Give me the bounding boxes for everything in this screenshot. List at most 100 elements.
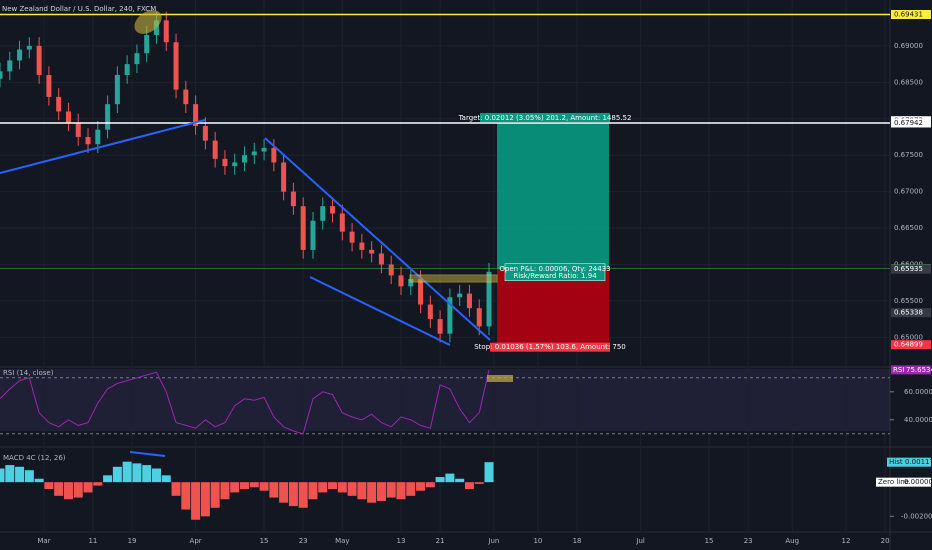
- target-box: [480, 112, 610, 122]
- price-label-box: [891, 340, 931, 350]
- plot: [0, 0, 890, 532]
- histogram-bar: [112, 466, 122, 483]
- candle-body: [173, 42, 179, 90]
- histogram-bar: [34, 478, 44, 483]
- x-tick-label: Jun: [487, 537, 499, 545]
- highlight-box: [487, 375, 513, 382]
- price-label-box: [891, 118, 931, 128]
- histogram-bar: [181, 482, 191, 510]
- zero-label: Zero line: [878, 478, 909, 486]
- histogram-bar: [474, 482, 484, 484]
- zero-label-box: [876, 477, 931, 487]
- histogram-bar: [347, 482, 357, 496]
- histogram-bar: [259, 482, 269, 491]
- candle-body: [232, 162, 238, 167]
- target-zone: [497, 122, 609, 269]
- histogram-bar: [230, 482, 240, 493]
- candle-body: [466, 293, 472, 309]
- x-tick-label: Apr: [190, 537, 202, 545]
- candle-body: [261, 147, 267, 152]
- candle-body: [144, 34, 150, 54]
- y-tick-label: 0.67500: [894, 151, 923, 159]
- histogram-bar: [357, 482, 367, 500]
- histogram-bar: [73, 482, 83, 498]
- candle-body: [271, 147, 277, 163]
- price-label: 0.67942: [894, 119, 923, 127]
- x-tick-label: 15: [705, 537, 714, 545]
- y-tick-label: 60.0000: [904, 388, 932, 396]
- stop-zone: [497, 268, 609, 345]
- hist-label-box: [887, 457, 931, 467]
- candle-body: [17, 49, 23, 61]
- price-label-box: [891, 264, 931, 274]
- trend-line: [129, 451, 166, 457]
- histogram-bar: [425, 482, 435, 488]
- price-label: 0.64899: [894, 341, 923, 349]
- y-tick-label: 0.69000: [894, 42, 923, 50]
- rsi-title: RSI (14, close): [3, 369, 54, 377]
- highlight-ellipse: [134, 10, 162, 34]
- candle-body: [437, 319, 443, 334]
- candle-body: [427, 304, 433, 320]
- candle-body: [212, 140, 218, 159]
- histogram-bar: [308, 482, 318, 500]
- candle-body: [330, 206, 336, 214]
- price-label-box: [891, 9, 931, 19]
- candle-body: [398, 275, 404, 287]
- candle-body: [46, 75, 52, 97]
- histogram-bar: [44, 482, 54, 489]
- y-tick-label: -0.00200: [901, 512, 932, 520]
- histogram-bar: [298, 482, 308, 508]
- histogram-bar: [83, 482, 93, 493]
- x-tick-label: May: [335, 537, 349, 545]
- candle-body: [388, 264, 394, 276]
- candle-body: [310, 220, 316, 250]
- hist-label: Hist: [889, 458, 903, 466]
- candle-body: [124, 64, 130, 76]
- rsi-band: [0, 369, 890, 431]
- histogram-bar: [445, 473, 455, 483]
- histogram-bar: [15, 466, 25, 483]
- candle-body: [7, 60, 13, 72]
- price-label: 0.69431: [894, 10, 923, 18]
- histogram-bar: [191, 482, 201, 520]
- histogram-bar: [240, 482, 250, 489]
- histogram-bar: [161, 475, 171, 483]
- histogram-bar: [455, 478, 465, 483]
- y-tick-label: 0.67000: [894, 188, 923, 196]
- histogram-bar: [132, 463, 142, 483]
- candle-body: [369, 249, 375, 254]
- histogram-bar: [396, 482, 406, 500]
- histogram-bar: [142, 465, 152, 483]
- x-tick-label: 10: [533, 537, 542, 545]
- y-tick-label: 0.68500: [894, 78, 923, 86]
- candle-body: [36, 45, 42, 76]
- histogram-bar: [484, 462, 494, 483]
- histogram-bar: [328, 482, 338, 489]
- histogram-bar: [103, 475, 113, 483]
- candle-body: [0, 71, 3, 79]
- candle-body: [95, 129, 101, 145]
- histogram-bar: [63, 482, 73, 500]
- histogram-bar: [376, 482, 386, 501]
- x-tick-label: 15: [260, 537, 269, 545]
- x-tick-label: 23: [744, 537, 753, 545]
- candle-body: [85, 136, 91, 145]
- histogram-bar: [24, 470, 34, 483]
- macd-title: MACD 4C (12, 26): [3, 454, 66, 462]
- candle-body: [486, 271, 492, 327]
- target-text: Target: 0.02012 (3.05%) 201.2, Amount: 1…: [458, 114, 632, 122]
- histogram-bar: [171, 482, 181, 496]
- histogram-bar: [249, 482, 259, 488]
- price-label-box: [891, 308, 931, 318]
- stop-box: [490, 342, 610, 352]
- x-tick-label: 20: [881, 537, 890, 545]
- histogram-bar: [279, 482, 289, 503]
- candle-body: [476, 308, 482, 327]
- candle-body: [242, 155, 248, 163]
- x-tick-label: 23: [299, 537, 308, 545]
- histogram-bar: [151, 468, 161, 483]
- highlight-box: [409, 274, 498, 283]
- candle-body: [193, 104, 199, 127]
